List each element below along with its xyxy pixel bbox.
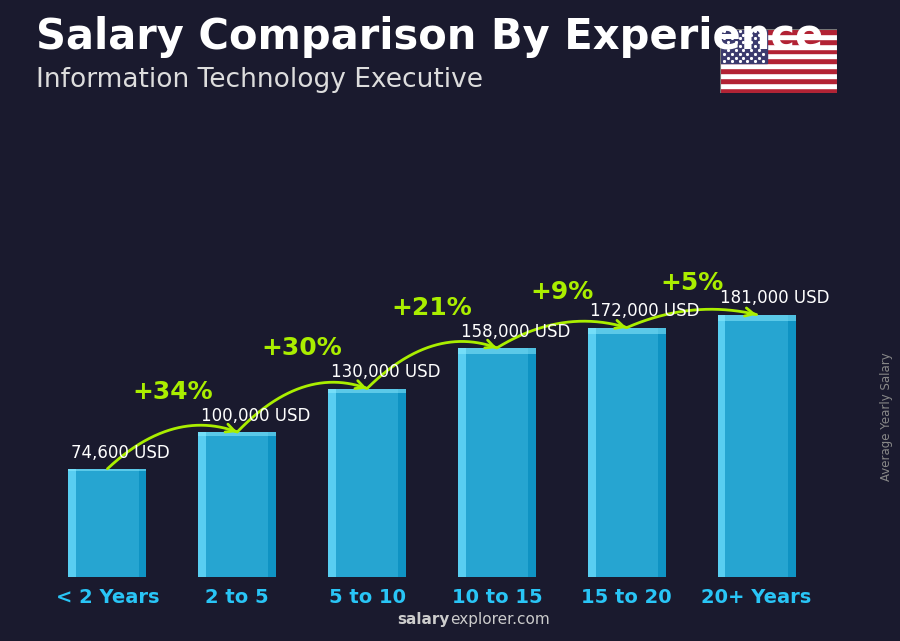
Bar: [328, 388, 406, 393]
Bar: [398, 388, 406, 577]
Bar: [268, 432, 276, 577]
Text: 130,000 USD: 130,000 USD: [330, 363, 440, 381]
Text: +30%: +30%: [262, 337, 343, 360]
Bar: [588, 328, 666, 334]
Bar: [198, 432, 276, 577]
Bar: [458, 348, 536, 577]
Bar: [720, 29, 767, 63]
Bar: [720, 78, 837, 83]
Bar: [68, 469, 147, 472]
Bar: [720, 34, 837, 38]
Bar: [720, 69, 837, 73]
Bar: [720, 88, 837, 93]
Text: 100,000 USD: 100,000 USD: [201, 407, 310, 425]
Bar: [68, 469, 76, 577]
Bar: [198, 432, 276, 436]
Bar: [717, 315, 796, 577]
Text: 74,600 USD: 74,600 USD: [71, 444, 170, 462]
Text: 181,000 USD: 181,000 USD: [720, 289, 830, 307]
Bar: [788, 315, 796, 577]
Bar: [328, 388, 336, 577]
Bar: [720, 38, 837, 44]
Text: Average Yearly Salary: Average Yearly Salary: [880, 353, 893, 481]
Bar: [720, 58, 837, 63]
Text: +21%: +21%: [392, 296, 472, 320]
Text: Information Technology Executive: Information Technology Executive: [36, 67, 483, 94]
Bar: [720, 29, 837, 34]
Text: +5%: +5%: [660, 271, 724, 295]
Bar: [68, 469, 147, 577]
Bar: [198, 432, 206, 577]
Bar: [328, 388, 406, 577]
Text: +34%: +34%: [132, 379, 212, 404]
Text: 158,000 USD: 158,000 USD: [461, 322, 570, 340]
Text: 172,000 USD: 172,000 USD: [590, 303, 700, 320]
Bar: [720, 83, 837, 88]
Bar: [588, 328, 596, 577]
Bar: [717, 315, 725, 577]
Bar: [458, 348, 466, 577]
Bar: [658, 328, 666, 577]
Bar: [139, 469, 147, 577]
Bar: [720, 44, 837, 49]
Text: Salary Comparison By Experience: Salary Comparison By Experience: [36, 16, 824, 58]
Bar: [458, 348, 536, 354]
Bar: [720, 49, 837, 53]
Bar: [720, 73, 837, 78]
Bar: [717, 315, 796, 321]
Bar: [528, 348, 536, 577]
Text: +9%: +9%: [530, 279, 593, 304]
Text: explorer.com: explorer.com: [450, 612, 550, 627]
Bar: [720, 63, 837, 69]
Bar: [720, 53, 837, 58]
Text: salary: salary: [398, 612, 450, 627]
Bar: [588, 328, 666, 577]
